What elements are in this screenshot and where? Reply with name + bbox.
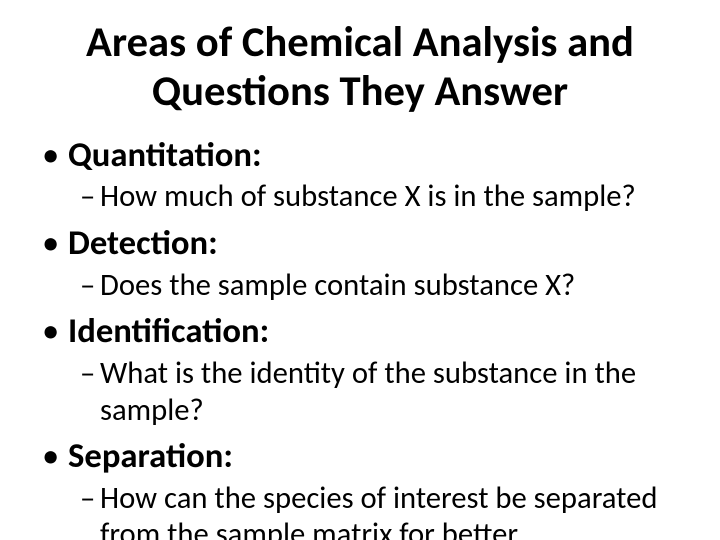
dash-icon: – (80, 179, 100, 216)
subbullet-text: What is the identity of the substance in… (100, 356, 684, 430)
bullet-dot-icon: • (42, 134, 68, 177)
bullet-dot-icon: • (42, 310, 68, 353)
subbullet-detection: – Does the sample contain substance X? (42, 268, 684, 305)
dash-icon: – (80, 481, 100, 518)
bullet-label: Separation: (68, 435, 233, 478)
bullet-detection: • Detection: (42, 222, 684, 265)
dash-icon: – (80, 268, 100, 305)
bullet-identification: • Identification: (42, 310, 684, 353)
title-line-2: Questions They Answer (152, 65, 568, 117)
subbullet-quantitation: – How much of substance X is in the samp… (42, 179, 684, 216)
bullet-separation: • Separation: (42, 435, 684, 478)
subbullet-identification: – What is the identity of the substance … (42, 356, 684, 430)
title-line-1: Areas of Chemical Analysis and (86, 16, 634, 68)
subbullet-separation: – How can the species of interest be sep… (42, 481, 684, 540)
slide-title: Areas of Chemical Analysis and Questions… (36, 18, 684, 116)
bullet-label: Quantitation: (68, 134, 262, 177)
bullet-label: Identification: (68, 310, 269, 353)
bullet-quantitation: • Quantitation: (42, 134, 684, 177)
subbullet-text: How can the species of interest be separ… (100, 481, 684, 540)
subbullet-text: Does the sample contain substance X? (100, 268, 684, 305)
bullet-dot-icon: • (42, 435, 68, 478)
dash-icon: – (80, 356, 100, 393)
subbullet-text: How much of substance X is in the sample… (100, 179, 684, 216)
bullet-label: Detection: (68, 222, 218, 265)
slide: Areas of Chemical Analysis and Questions… (0, 0, 720, 540)
slide-content: • Quantitation: – How much of substance … (36, 134, 684, 540)
bullet-dot-icon: • (42, 222, 68, 265)
